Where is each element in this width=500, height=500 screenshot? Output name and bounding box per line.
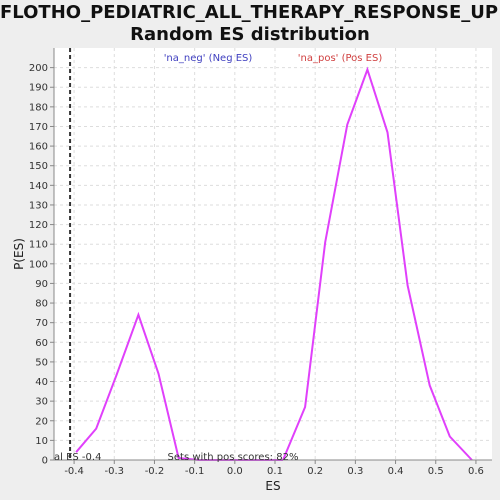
y-tick-label: 180 <box>29 102 48 113</box>
x-tick-label: 0.1 <box>267 466 283 477</box>
y-axis-title: P(ES) <box>12 238 26 270</box>
y-tick-label: 20 <box>35 416 48 427</box>
y-tick-label: 170 <box>29 122 48 133</box>
grid <box>54 48 492 461</box>
x-tick-label: 0.2 <box>307 466 323 477</box>
y-tick-label: 150 <box>29 161 48 172</box>
y-tick-label: 140 <box>29 181 48 192</box>
y-tick-label: 130 <box>29 200 48 211</box>
legend-pos: 'na_pos' (Pos ES) <box>298 53 383 64</box>
series-line-pos <box>282 66 473 461</box>
y-tick-label: 80 <box>35 299 48 310</box>
y-tick-label: 40 <box>35 377 48 388</box>
x-tick-label: 0.3 <box>347 466 363 477</box>
x-tick-label: 0.5 <box>428 466 444 477</box>
y-tick-label: 190 <box>29 83 48 94</box>
y-tick-label: 120 <box>29 220 48 231</box>
chart-title-line-2: Random ES distribution <box>130 24 370 45</box>
y-tick-label: 90 <box>35 279 48 290</box>
y-tick-label: 110 <box>29 240 48 251</box>
y-tick-label: 0 <box>42 456 48 467</box>
x-tick-label: -0.3 <box>105 466 125 477</box>
y-tick-label: 10 <box>35 436 48 447</box>
y-tick-label: 60 <box>35 338 48 349</box>
x-tick-label: 0.6 <box>468 466 484 477</box>
plot-area <box>54 48 492 460</box>
y-tick-label: 50 <box>35 357 48 368</box>
x-axis-title: ES <box>265 479 280 493</box>
x-tick-label: -0.1 <box>185 466 205 477</box>
chart-title-line-1: FLOTHO_PEDIATRIC_ALL_THERAPY_RESPONSE_UP… <box>0 2 500 23</box>
legend-neg: 'na_neg' (Neg ES) <box>164 53 253 64</box>
y-tick-label: 70 <box>35 318 48 329</box>
y-tick-label: 30 <box>35 397 48 408</box>
pos-scores-annotation: Sets with pos scores: 82% <box>168 452 299 463</box>
axes: -0.4 -0.3 -0.2 -0.1 0.0 0.1 0.2 0.3 0.4 0.5 0.6 0 10… <box>29 48 492 477</box>
x-tick-label: 0.0 <box>227 466 243 477</box>
actual-es-label: al ES -0.4 <box>54 452 101 463</box>
x-tick-label: 0.4 <box>388 466 404 477</box>
x-tick-label: -0.4 <box>64 466 84 477</box>
y-tick-label: 160 <box>29 142 48 153</box>
labels: ES P(ES) 'na_neg' (Neg ES) 'na_pos' (Pos ES… <box>12 53 382 493</box>
y-tick-label: 100 <box>29 259 48 270</box>
y-tick-label: 200 <box>29 63 48 74</box>
chart-title: FLOTHO_PEDIATRIC_ALL_THERAPY_RESPONSE_UP… <box>0 2 500 46</box>
x-tick-label: -0.2 <box>145 466 165 477</box>
